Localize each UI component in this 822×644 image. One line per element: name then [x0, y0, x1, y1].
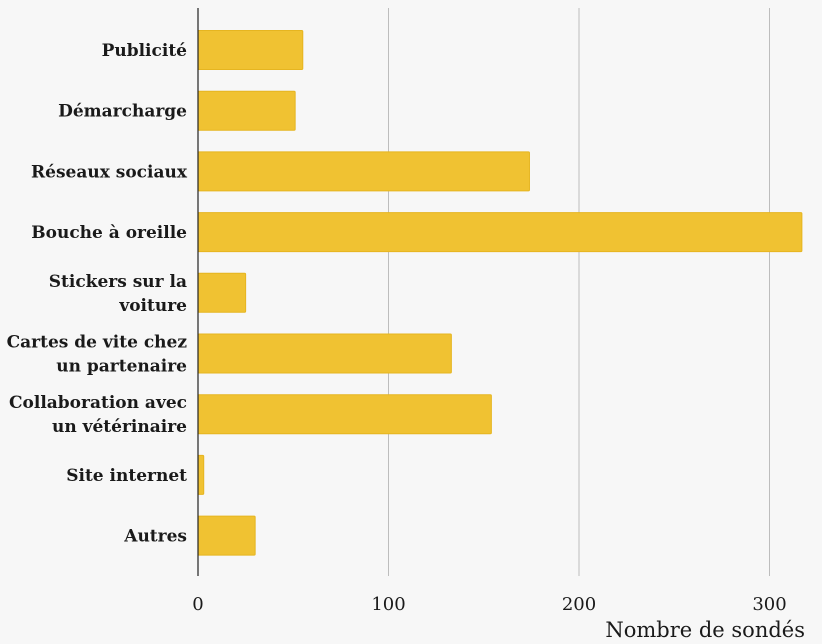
- category-label-5: Cartes de vite chez un partenaire: [7, 333, 188, 377]
- bar-2: [197, 151, 530, 192]
- category-label-0: Publicité: [102, 41, 188, 61]
- bar-3: [197, 212, 803, 253]
- x-tick-label-200: 200: [562, 594, 596, 615]
- category-label-7: Site internet: [66, 466, 187, 486]
- category-label-3: Bouche à oreille: [31, 223, 187, 243]
- x-tick-label-0: 0: [192, 594, 203, 615]
- x-axis-title: Nombre de sondés: [605, 618, 805, 642]
- bar-4: [197, 272, 247, 313]
- category-label-layer: Publicité Démarcharge Réseaux sociaux Bouch…: [7, 41, 188, 547]
- category-label-6: Collaboration avec un vétérinaire: [9, 393, 187, 437]
- bar-0: [197, 30, 304, 70]
- category-label-8: Autres: [123, 527, 187, 547]
- bar-1: [197, 90, 296, 131]
- category-label-4: Stickers sur la voiture: [49, 272, 187, 316]
- grid-layer: [388, 8, 770, 576]
- category-label-2: Réseaux sociaux: [31, 162, 188, 182]
- tick-layer: 0 100 200 300: [192, 594, 786, 615]
- x-tick-label-100: 100: [371, 594, 405, 615]
- bar-8: [197, 515, 256, 556]
- category-label-1: Démarcharge: [58, 102, 187, 122]
- bar-6: [197, 394, 492, 435]
- bar-5: [197, 333, 452, 374]
- bar-7: [197, 454, 205, 495]
- x-tick-label-300: 300: [752, 594, 786, 615]
- bar-layer: [197, 30, 803, 556]
